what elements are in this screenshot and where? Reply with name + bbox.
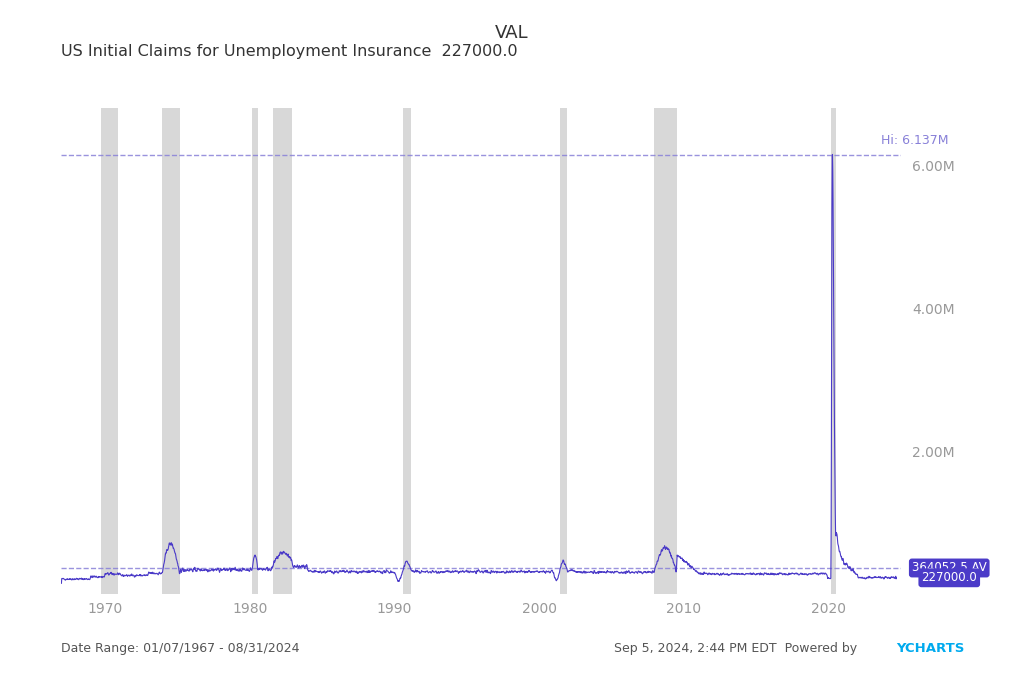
Bar [654, 108, 677, 594]
Bar [402, 108, 412, 594]
Text: VAL: VAL [496, 24, 528, 42]
Text: 364052.5 AV: 364052.5 AV [912, 562, 986, 574]
Bar [162, 108, 180, 594]
Text: US Initial Claims for Unemployment Insurance  227000.0: US Initial Claims for Unemployment Insur… [61, 44, 518, 59]
Bar [272, 108, 292, 594]
Text: Date Range: 01/07/1967 - 08/31/2024: Date Range: 01/07/1967 - 08/31/2024 [61, 642, 300, 655]
Bar [560, 108, 567, 594]
Text: YCHARTS: YCHARTS [896, 642, 965, 655]
Text: 227000.0: 227000.0 [922, 571, 977, 585]
Bar [101, 108, 118, 594]
Text: Sep 5, 2024, 2:44 PM EDT  Powered by: Sep 5, 2024, 2:44 PM EDT Powered by [614, 642, 861, 655]
Text: Hi: 6.137M: Hi: 6.137M [881, 134, 948, 146]
Bar [252, 108, 258, 594]
Bar [831, 108, 836, 594]
